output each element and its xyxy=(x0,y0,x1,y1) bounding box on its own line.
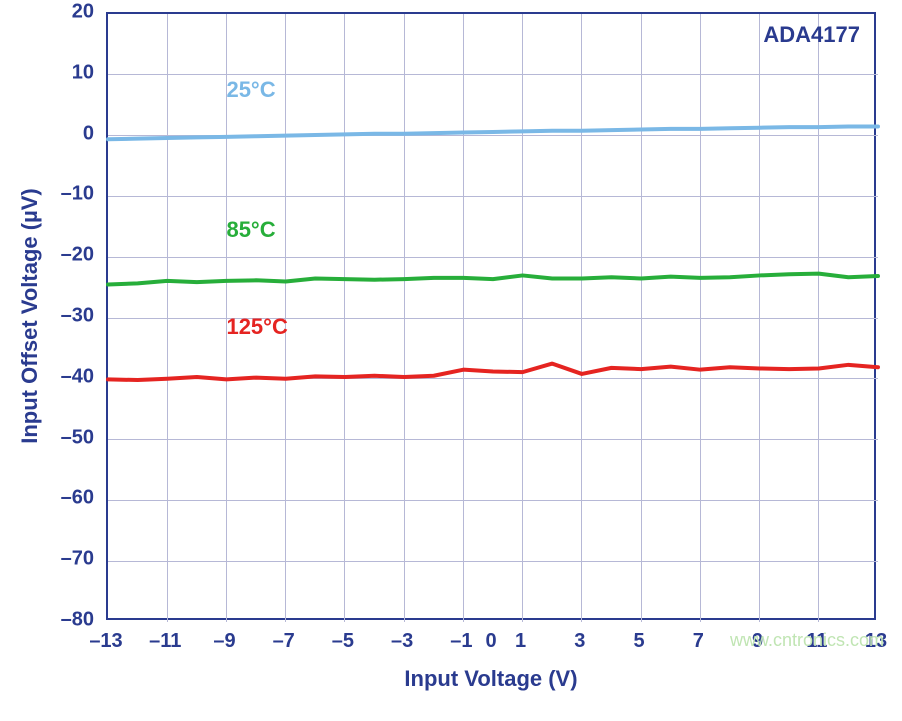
x-axis-title: Input Voltage (V) xyxy=(404,666,577,692)
x-tick-label: 3 xyxy=(574,630,585,653)
x-tick-label: 0 xyxy=(485,630,496,653)
y-tick-label: 10 xyxy=(72,61,94,84)
x-tick-label: –1 xyxy=(450,630,472,653)
x-tick-label: –13 xyxy=(89,630,122,653)
part-label: ADA4177 xyxy=(763,22,860,48)
y-tick-label: –20 xyxy=(61,244,94,267)
series-label: 25°C xyxy=(226,77,275,103)
series-line xyxy=(108,126,878,139)
chart-container: 25°C85°C125°C ADA4177 –13–11–9–7–5–3–101… xyxy=(0,0,902,721)
y-tick-label: –70 xyxy=(61,548,94,571)
y-tick-label: 20 xyxy=(72,1,94,24)
series-label: 85°C xyxy=(226,217,275,243)
x-tick-label: –5 xyxy=(332,630,354,653)
y-tick-label: –10 xyxy=(61,183,94,206)
y-tick-label: 0 xyxy=(83,122,94,145)
x-tick-label: –11 xyxy=(149,630,181,653)
y-tick-label: –60 xyxy=(61,487,94,510)
y-axis-title: Input Offset Voltage (µV) xyxy=(17,188,43,443)
series-line xyxy=(108,274,878,285)
y-tick-label: –80 xyxy=(61,609,94,632)
x-tick-label: –9 xyxy=(213,630,235,653)
y-tick-label: –30 xyxy=(61,305,94,328)
series-label: 125°C xyxy=(226,314,287,340)
x-tick-label: –7 xyxy=(273,630,295,653)
watermark: www.cntronics.com xyxy=(730,630,884,651)
x-tick-label: 5 xyxy=(634,630,645,653)
y-tick-label: –50 xyxy=(61,426,94,449)
plot-area: 25°C 85°C 125°C ADA4177 xyxy=(106,12,876,620)
series-line xyxy=(108,364,878,380)
y-tick-label: –40 xyxy=(61,365,94,388)
series-layer xyxy=(108,14,878,622)
x-tick-label: –3 xyxy=(391,630,413,653)
x-tick-label: 1 xyxy=(515,630,526,653)
x-tick-label: 7 xyxy=(693,630,704,653)
